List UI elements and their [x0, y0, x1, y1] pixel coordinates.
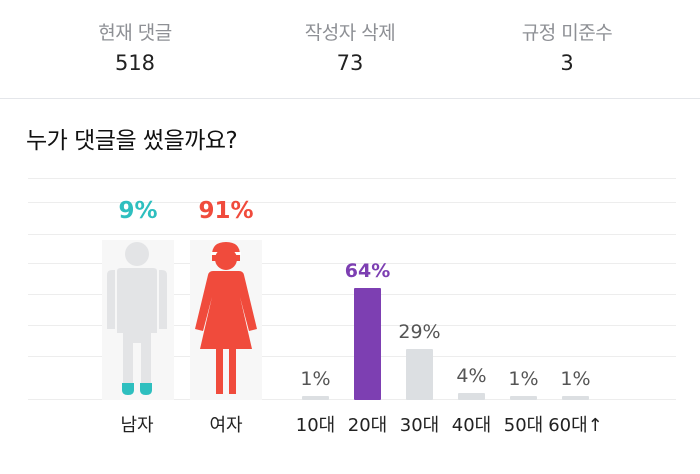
age-bar — [562, 396, 589, 400]
comment-stats-header: 현재 댓글 518 작성자 삭제 73 규정 미준수 3 — [0, 0, 700, 99]
stat-value: 518 — [114, 51, 156, 75]
age-bar-value-label: 1% — [560, 368, 591, 390]
age-bar — [510, 396, 537, 400]
age-category-label: 50대 — [503, 415, 544, 436]
female-figure-icon — [195, 242, 257, 394]
age-bar-value-label: 1% — [300, 368, 331, 390]
age-bar-value-label: 1% — [508, 368, 539, 390]
stat-value: 73 — [336, 51, 364, 75]
age-category-label: 10대 — [295, 415, 336, 436]
grid-line — [28, 356, 676, 357]
age-bar-value-label: 64% — [344, 260, 391, 282]
stat-label: 규정 미준수 — [521, 22, 613, 44]
female-label: 여자 — [209, 415, 243, 436]
stat-label: 현재 댓글 — [98, 22, 172, 44]
grid-line — [28, 178, 676, 179]
age-bar — [302, 396, 329, 400]
male-figure-icon — [107, 242, 167, 395]
age-bar-value-label: 4% — [456, 365, 487, 387]
stat-author-deleted: 작성자 삭제 73 — [240, 18, 460, 75]
stat-current-comments: 현재 댓글 518 — [25, 18, 245, 75]
age-category-label: 60대↑ — [548, 415, 603, 436]
age-bar — [354, 288, 381, 400]
age-category-label: 20대 — [347, 415, 388, 436]
grid-line — [28, 294, 676, 295]
grid-line — [28, 202, 676, 203]
age-category-label: 30대 — [399, 415, 440, 436]
female-percent: 91% — [198, 198, 254, 224]
stat-label: 작성자 삭제 — [304, 22, 396, 44]
age-bar — [458, 393, 485, 400]
age-bar-value-label: 29% — [398, 321, 441, 344]
grid-line — [28, 399, 676, 400]
grid-line — [28, 325, 676, 326]
male-label: 남자 — [120, 415, 154, 436]
age-bar — [406, 349, 433, 400]
stat-policy-violation: 규정 미준수 3 — [457, 18, 677, 75]
stat-value: 3 — [560, 51, 574, 75]
grid-line — [28, 263, 676, 264]
grid-line — [28, 234, 676, 235]
section-title: 누가 댓글을 썼을까요? — [26, 128, 238, 154]
age-category-label: 40대 — [451, 415, 492, 436]
male-percent: 9% — [118, 198, 158, 224]
